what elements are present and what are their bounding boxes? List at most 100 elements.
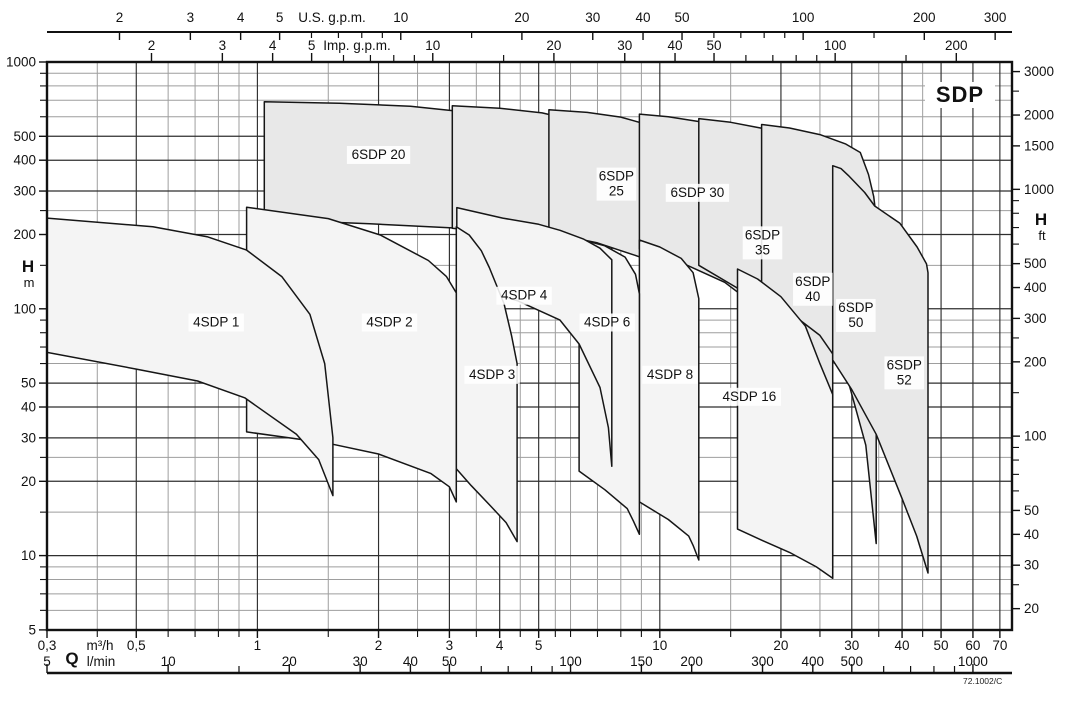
tick-label: 400 (1024, 280, 1047, 295)
pump-label-text: 6SDP (887, 357, 922, 372)
tick-label: 10 (425, 38, 440, 53)
h-ft-axis-title: H (1035, 210, 1047, 229)
tick-label: 200 (13, 227, 36, 242)
tick-label: 2 (375, 638, 383, 653)
tick-label: 20 (514, 10, 529, 25)
pump-label-text: 4SDP 2 (366, 315, 412, 330)
h-m-axis-title: H (22, 257, 34, 276)
tick-label: 20 (282, 654, 297, 669)
tick-label: 40 (403, 654, 418, 669)
tick-label: 1500 (1024, 138, 1054, 153)
tick-label: 30 (585, 10, 600, 25)
tick-label: 3 (219, 38, 227, 53)
tick-label: 50 (707, 38, 722, 53)
tick-label: 50 (21, 376, 36, 391)
pump-label-text: 6SDP (795, 274, 830, 289)
pump-label-text: 6SDP 20 (352, 147, 406, 162)
tick-label: 5 (308, 38, 316, 53)
tick-label: 300 (1024, 311, 1047, 326)
pump-label-text: 35 (755, 242, 770, 257)
pump-label-4sdp-3: 4SDP 3 (464, 365, 520, 384)
envelope-4sdp-1 (47, 217, 334, 497)
h-m-axis-unit: m (24, 275, 35, 290)
tick-label: 1000 (1024, 182, 1054, 197)
tick-label: 40 (21, 400, 36, 415)
chart-code: 72.1002/C (963, 676, 1003, 686)
tick-label: 30 (21, 430, 36, 445)
tick-label: 30 (1024, 558, 1039, 573)
envelope-4sdp-4 (456, 206, 613, 468)
axis-q-m3h: 0,3 0,5 1 2 3 4 5 10 20 30 40 50 60 70 m³/h Q (38, 630, 1007, 668)
tick-label: 200 (913, 10, 936, 25)
axis-us-gpm: 2 3 4 5 10 20 30 40 50 100 200 300 U.S. g.p.m. (47, 10, 1012, 40)
pump-label-text: 4SDP 8 (647, 367, 693, 382)
pump-label-4sdp-6: 4SDP 6 (579, 313, 635, 332)
pump-label-4sdp-4: 4SDP 4 (496, 286, 552, 305)
pump-label-text: 6SDP (838, 300, 873, 315)
tick-label: 5 (276, 10, 284, 25)
tick-label: 0,5 (127, 638, 146, 653)
envelope-6sdp-52 (831, 164, 929, 574)
tick-label: 400 (802, 654, 825, 669)
tick-label: 20 (546, 38, 561, 53)
q-axis-title: Q (65, 649, 78, 668)
tick-label: 10 (393, 10, 408, 25)
tick-label: 300 (984, 10, 1007, 25)
tick-label: 50 (675, 10, 690, 25)
pump-label-text: 4SDP 4 (501, 288, 548, 303)
tick-label: 4 (237, 10, 245, 25)
tick-label: 2000 (1024, 108, 1054, 123)
tick-label: 500 (841, 654, 864, 669)
pump-label-text: 6SDP (745, 227, 780, 242)
axis-h-m: 1000 500 400 300 200 100 50 40 30 20 10 5 Hm (6, 55, 47, 637)
tick-label: 150 (630, 654, 653, 669)
tick-label: 1 (254, 638, 262, 653)
pump-label-text: 25 (609, 184, 624, 199)
tick-label: 400 (13, 153, 36, 168)
tick-label: 30 (353, 654, 368, 669)
tick-label: 100 (13, 301, 36, 316)
tick-label: 60 (965, 638, 980, 653)
envelope-4sdp-16 (736, 268, 834, 579)
tick-label: 500 (1024, 256, 1047, 271)
tick-label: 30 (844, 638, 859, 653)
axis-q-lmin: 5 10 20 30 40 50 100 150 200 300 400 500 1000 l/min (43, 654, 1012, 675)
tick-label: 40 (1024, 527, 1039, 542)
tick-label: 0,3 (38, 638, 57, 653)
tick-label: 100 (824, 38, 847, 53)
tick-label: 10 (161, 654, 176, 669)
page-title: SDP (925, 82, 995, 108)
tick-label: 10 (21, 548, 36, 563)
pump-label-text: 4SDP 16 (723, 389, 777, 404)
tick-label: 5 (28, 622, 36, 637)
pump-label-4sdp-1: 4SDP 1 (188, 313, 244, 332)
axis-h-ft: 3000 2000 1500 1000 500 400 300 200 100 50 40 30 20 H… (1012, 64, 1054, 616)
tick-label: 20 (773, 638, 788, 653)
tick-label: 100 (1024, 429, 1047, 444)
tick-label: 10 (652, 638, 667, 653)
tick-label: 300 (751, 654, 774, 669)
tick-label: 30 (617, 38, 632, 53)
tick-label: 20 (21, 474, 36, 489)
tick-label: 50 (442, 654, 457, 669)
tick-label: 500 (13, 129, 36, 144)
q-lmin-axis-unit: l/min (87, 654, 116, 669)
envelope-4sdp-3 (455, 226, 518, 543)
pump-label-text: 4SDP 3 (469, 367, 515, 382)
pump-envelopes (47, 101, 929, 579)
tick-label: 40 (636, 10, 651, 25)
tick-label: 100 (792, 10, 815, 25)
tick-label: 20 (1024, 601, 1039, 616)
tick-label: 2 (148, 38, 156, 53)
pump-label-4sdp-8: 4SDP 8 (642, 365, 698, 384)
tick-label: 1000 (958, 654, 988, 669)
tick-label: 2 (116, 10, 124, 25)
pump-label-text: 6SDP 30 (671, 185, 725, 200)
